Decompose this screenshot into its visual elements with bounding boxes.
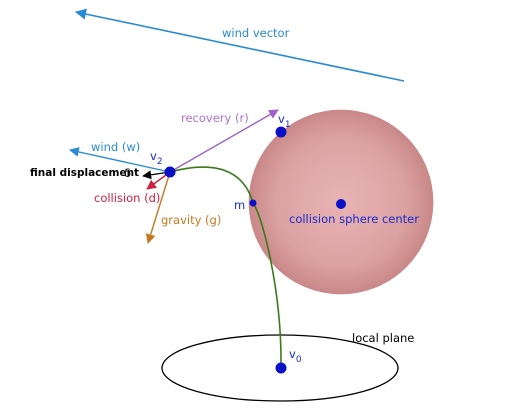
wind-label: wind (w) [91, 140, 140, 154]
delta-symbol: δ [124, 166, 131, 180]
local-plane-label: local plane [352, 331, 414, 345]
v1-label: v1 [278, 112, 291, 130]
sphere-center-point [336, 199, 346, 209]
point-m [249, 199, 257, 207]
final-displacement-label: final displacement [30, 167, 139, 179]
wind-arrow [69, 147, 171, 173]
m-label: m [234, 198, 245, 212]
recovery-label: recovery (r) [181, 111, 249, 125]
v0-label: v0 [289, 347, 302, 365]
point-v0 [275, 362, 287, 374]
v2-label: v2 [150, 149, 163, 167]
wind-vector-label: wind vector [222, 26, 290, 40]
collision-label: collision (d) [94, 191, 160, 205]
point-v2 [164, 166, 176, 178]
recovery-arrow [169, 109, 279, 173]
collision-sphere-center-label: collision sphere center [289, 212, 419, 226]
wind-vector-arrow [74, 8, 405, 82]
gravity-arrow [145, 171, 171, 244]
gravity-label: gravity (g) [161, 213, 221, 227]
point-v1 [275, 126, 287, 138]
